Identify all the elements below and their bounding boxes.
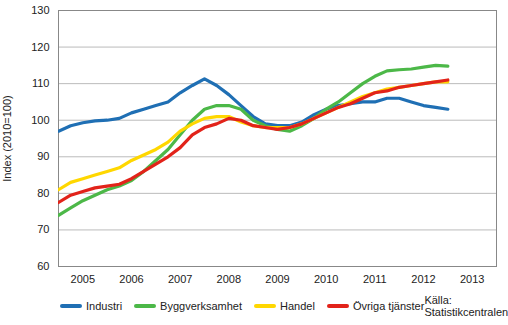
html-text:Byggverksamhet: Byggverksamhet bbox=[160, 300, 242, 312]
svg-text:130: 130 bbox=[31, 4, 49, 16]
svg-text:2013: 2013 bbox=[460, 273, 484, 285]
svg-text:90: 90 bbox=[37, 150, 49, 162]
svg-text:100: 100 bbox=[31, 114, 49, 126]
html-text:Övriga tjänsterKälla: Statisti: Övriga tjänsterKälla: Statistikcentralen bbox=[352, 294, 508, 318]
svg-text:2009: 2009 bbox=[265, 273, 289, 285]
svg-text:Index (2010=100): Index (2010=100) bbox=[1, 95, 13, 182]
svg-text:2005: 2005 bbox=[71, 273, 95, 285]
svg-text:120: 120 bbox=[31, 41, 49, 53]
svg-text:2011: 2011 bbox=[363, 273, 387, 285]
svg-text:2008: 2008 bbox=[217, 273, 241, 285]
svg-text:2012: 2012 bbox=[411, 273, 435, 285]
html-text:Handel: Handel bbox=[280, 300, 315, 312]
svg-text:2010: 2010 bbox=[314, 273, 338, 285]
svg-text:2007: 2007 bbox=[168, 273, 192, 285]
svg-text:60: 60 bbox=[37, 260, 49, 272]
svg-text:110: 110 bbox=[32, 77, 50, 89]
svg-text:2006: 2006 bbox=[119, 273, 143, 285]
svg-text:70: 70 bbox=[37, 223, 49, 235]
html-text:Industri: Industri bbox=[86, 300, 123, 312]
svg-text:80: 80 bbox=[37, 187, 49, 199]
